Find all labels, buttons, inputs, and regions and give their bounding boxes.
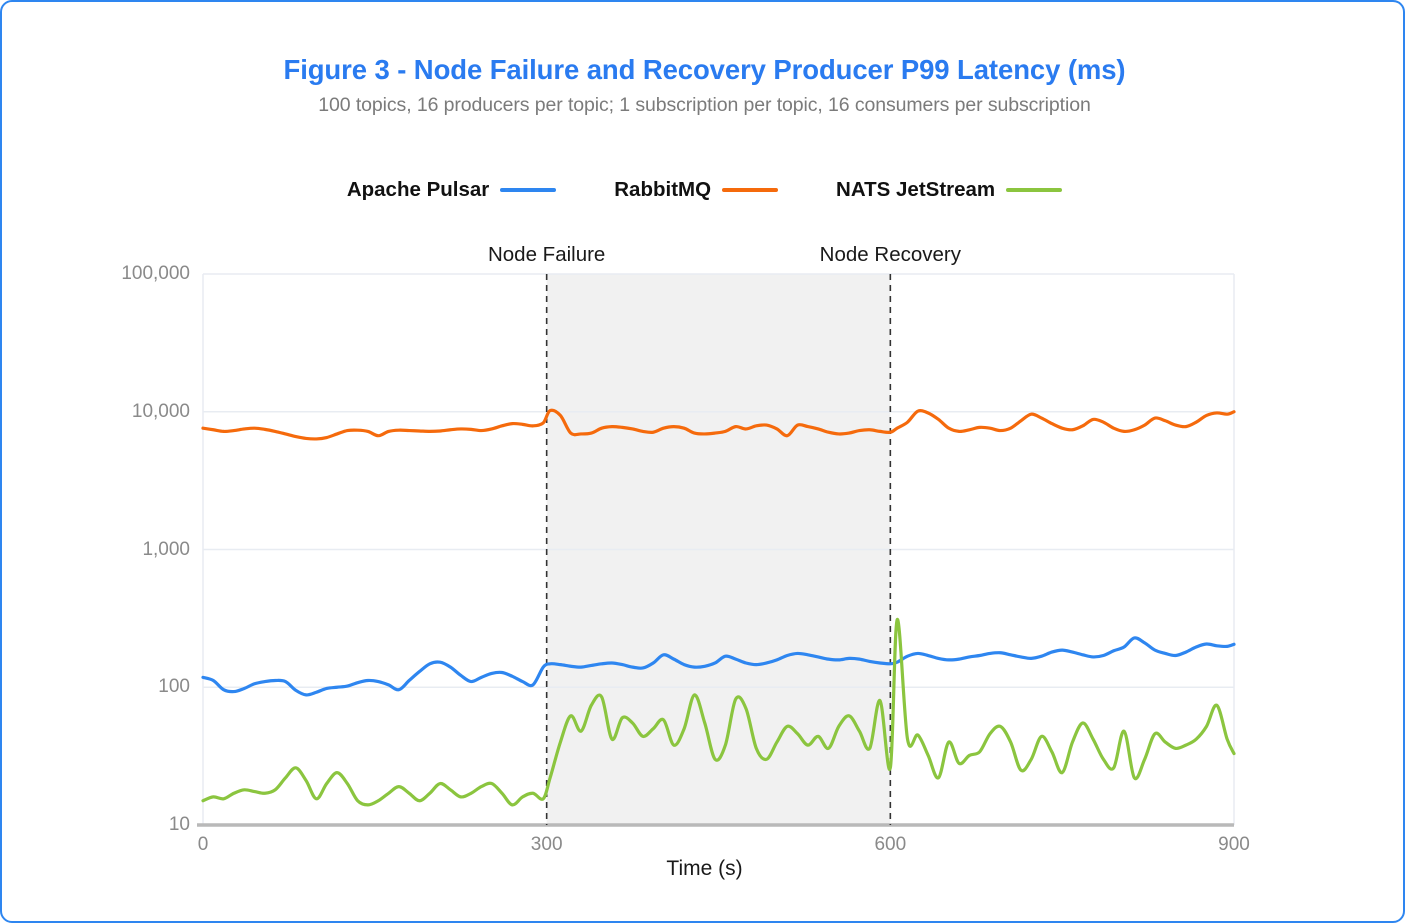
- x-axis-tick-600: 600: [874, 834, 907, 855]
- legend-item-nats-jetstream[interactable]: NATS JetStream: [836, 178, 1063, 202]
- legend-label-rabbitmq: RabbitMQ: [614, 178, 712, 201]
- y-axis-tick-1000: 1,000: [142, 538, 190, 560]
- legend-item-apache-pulsar[interactable]: Apache Pulsar: [346, 178, 557, 202]
- legend-item-rabbitmq[interactable]: RabbitMQ: [614, 178, 779, 202]
- annotation-label-node-recovery: Node Recovery: [819, 243, 961, 266]
- x-axis-title: Time (s): [666, 857, 743, 880]
- chart-legend: Apache Pulsar RabbitMQ NATS JetStream: [2, 178, 1403, 202]
- y-axis-tick-100: 100: [158, 676, 190, 698]
- y-axis-tick-100000: 100,000: [121, 263, 190, 284]
- chart-title: Figure 3 - Node Failure and Recovery Pro…: [283, 54, 1126, 85]
- legend-label-nats-jetstream: NATS JetStream: [836, 178, 996, 201]
- y-axis-tick-10: 10: [168, 814, 190, 835]
- series-line-apache-pulsar: [201, 636, 1236, 697]
- series-line-rabbitmq: [201, 408, 1236, 441]
- series-line-nats-jetstream: [201, 617, 1236, 807]
- legend-swatch-rabbitmq: [722, 188, 779, 192]
- y-axis-tick-10000: 10,000: [131, 400, 190, 422]
- legend-label-apache-pulsar: Apache Pulsar: [346, 178, 490, 201]
- x-axis-tick-900: 900: [1218, 834, 1250, 855]
- legend-swatch-nats-jetstream: [1006, 188, 1063, 192]
- x-axis-tick-300: 300: [530, 834, 563, 855]
- legend-swatch-apache-pulsar: [500, 188, 557, 192]
- x-axis-tick-0: 0: [197, 834, 209, 855]
- annotation-label-node-failure: Node Failure: [487, 243, 606, 266]
- chart-subtitle: 100 topics, 16 producers per topic; 1 su…: [318, 94, 1091, 116]
